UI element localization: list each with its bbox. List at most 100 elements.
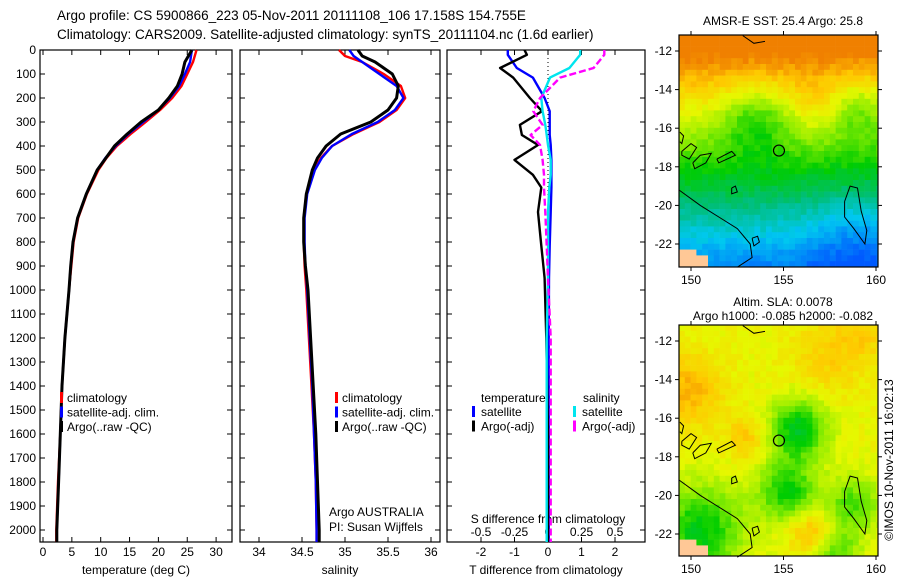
map-cell [713,522,720,529]
map-cell [841,226,848,233]
map-cell [708,539,715,546]
map-cell [731,127,738,134]
map-cell [870,504,877,511]
map-cell [853,156,860,163]
legend-swatch [472,420,475,432]
map-cell [800,342,807,349]
map-cell [812,371,819,378]
map-cell [690,133,697,140]
map-cell [795,35,802,42]
map-cell [806,481,813,488]
map-cell [731,174,738,181]
map-cell [737,441,744,448]
map-cell [876,127,879,134]
map-cell [870,98,877,105]
map-cell [742,342,749,349]
map-cell [853,81,860,88]
map-cell [696,499,703,506]
legend-label: satellite-adj. clim. [67,406,159,420]
map-cell [725,209,732,216]
map-cell [847,325,854,332]
map-cell [876,197,879,204]
map-cell [760,475,767,482]
map-cell [708,35,715,42]
map-cell [679,470,686,477]
map-cell [800,75,807,82]
map-cell [684,510,691,517]
map-cell [737,400,744,407]
map-cell [841,458,848,465]
sla-map-title: Altim. SLA: 0.0078 [733,295,833,309]
map-cell [812,551,819,557]
map-cell [725,81,732,88]
map-cell [829,127,836,134]
map-cell [742,156,749,163]
map-cell [795,499,802,506]
map-cell [708,394,715,401]
map-cell [858,429,865,436]
map-cell [783,359,790,366]
map-cell [789,522,796,529]
map-cell [870,383,877,390]
map-cell [737,35,744,42]
map-cell [858,69,865,76]
map-cell [684,417,691,424]
map-cell [737,249,744,256]
map-cell [696,545,703,552]
map-cell [824,35,831,42]
map-cell [812,365,819,372]
map-cell [795,522,802,529]
map-cell [696,197,703,204]
map-cell [713,400,720,407]
map-cell [760,98,767,105]
map-cell [702,470,709,477]
map-cell [690,261,697,268]
island-outline [731,185,738,195]
map-cell [806,116,813,123]
map-cell [766,388,773,395]
map-cell [748,81,755,88]
map-cell [708,348,715,355]
map-cell [789,470,796,477]
map-cell [853,336,860,343]
map-cell [818,441,825,448]
map-cell [824,64,831,71]
map-cell [771,249,778,256]
map-cell [742,226,749,233]
map-cell [766,330,773,337]
map-cell [725,110,732,117]
map-cell [713,162,720,169]
map-cell [679,168,686,175]
map-cell [835,232,842,239]
map-cell [690,180,697,187]
pi-label: PI: Susan Wijffels [329,520,423,534]
map-cell [829,168,836,175]
map-cell [789,133,796,140]
map-cell [684,400,691,407]
map-cell [708,435,715,442]
map-cell [702,493,709,500]
map-cell [835,446,842,453]
map-cell [684,371,691,378]
map-cell [748,35,755,42]
depth-tick-label: 900 [16,259,36,273]
map-cell [858,81,865,88]
map-cell [725,354,732,361]
map-cell [824,371,831,378]
map-cell [783,104,790,111]
map-cell [829,388,836,395]
map-cell [725,336,732,343]
map-cell [824,162,831,169]
map-cell [783,261,790,268]
map-cell [696,325,703,332]
map-cell [748,388,755,395]
map-cell [783,116,790,123]
map-cell [835,174,842,181]
map-cell [835,75,842,82]
map-cell [679,243,686,250]
map-cell [713,93,720,100]
map-cell [748,354,755,361]
map-cell [754,209,761,216]
map-cell [847,197,854,204]
map-cell [771,510,778,517]
